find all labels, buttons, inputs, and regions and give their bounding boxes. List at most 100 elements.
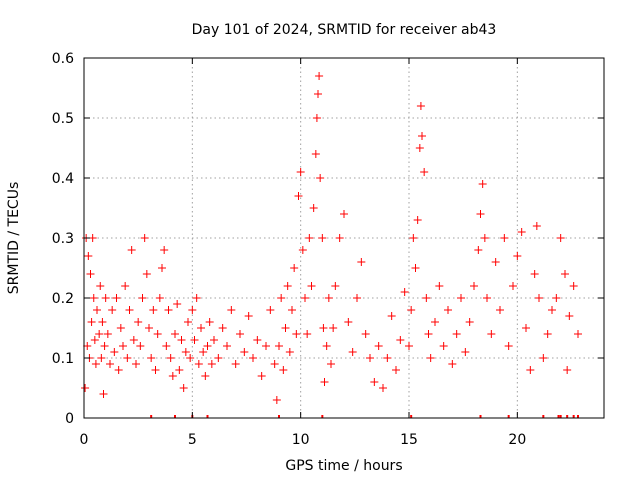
data-point [526, 366, 535, 374]
data-point [357, 258, 366, 266]
data-point [134, 318, 143, 326]
data-point [379, 384, 387, 392]
data-point [552, 294, 561, 302]
data-point [125, 306, 134, 314]
data-point [411, 264, 420, 272]
data-point [147, 354, 156, 362]
data-point [465, 318, 474, 326]
data-point [227, 306, 236, 314]
data-point [190, 336, 199, 344]
data-point [435, 282, 444, 290]
data-point [110, 348, 119, 356]
data-point [439, 342, 448, 350]
data-point [491, 258, 500, 266]
grid-lines [84, 58, 604, 418]
data-point [203, 342, 212, 350]
data-point [86, 270, 95, 278]
data-point [348, 348, 357, 356]
data-point [281, 324, 290, 332]
data-point [181, 348, 190, 356]
data-point [262, 342, 270, 350]
data-point [103, 330, 112, 338]
data-point [303, 330, 312, 338]
data-point [160, 246, 169, 254]
data-point [151, 366, 160, 374]
data-point [312, 114, 321, 122]
data-point [168, 372, 177, 380]
data-point [184, 318, 192, 326]
data-point [556, 234, 565, 242]
data-point [290, 264, 299, 272]
data-point [422, 294, 431, 302]
data-point [298, 246, 307, 254]
data-point [444, 306, 452, 314]
data-point [543, 330, 552, 338]
y-tick-label: 0.3 [52, 231, 74, 247]
data-point [426, 354, 435, 362]
data-point [108, 306, 117, 314]
data-point [392, 366, 400, 374]
data-point [561, 270, 569, 278]
data-point [257, 372, 266, 380]
data-point [90, 336, 99, 344]
data-point [218, 324, 227, 332]
data-point [329, 324, 338, 332]
data-point [244, 312, 253, 320]
data-point [179, 384, 188, 392]
y-tick-label: 0.5 [52, 111, 74, 127]
y-tick-label: 0.1 [52, 351, 74, 367]
data-point [166, 354, 175, 362]
data-point [95, 330, 104, 338]
data-point [424, 330, 433, 338]
data-point [236, 330, 244, 338]
data-point [416, 102, 425, 110]
data-point [97, 354, 106, 362]
data-point [277, 294, 286, 302]
data-point [112, 294, 121, 302]
data-point [548, 306, 556, 314]
data-point [370, 378, 379, 386]
chart-title: Day 101 of 2024, SRMTID for receiver ab4… [192, 22, 497, 38]
data-point [272, 396, 281, 404]
data-point [275, 342, 283, 350]
data-point [535, 294, 543, 302]
data-point [296, 168, 305, 176]
data-points [81, 72, 582, 418]
data-point [315, 72, 324, 80]
data-point [294, 192, 303, 200]
data-point [145, 324, 153, 332]
data-point [231, 360, 240, 368]
data-point [83, 342, 92, 350]
data-point [91, 360, 100, 368]
data-point [574, 330, 582, 338]
data-point [496, 306, 504, 314]
data-point [318, 234, 327, 242]
data-point [305, 234, 314, 242]
data-point [387, 312, 396, 320]
data-point [405, 342, 413, 350]
data-point [87, 318, 96, 326]
data-point [100, 342, 109, 350]
data-point [98, 318, 107, 326]
data-point [106, 360, 114, 368]
data-point [210, 336, 218, 344]
data-point [186, 354, 195, 362]
data-point [192, 294, 201, 302]
data-point [194, 360, 203, 368]
x-tick-label: 15 [400, 432, 418, 448]
data-point [565, 312, 574, 320]
data-point [270, 360, 279, 368]
data-point [123, 354, 132, 362]
data-point [461, 348, 470, 356]
data-point [119, 342, 127, 350]
data-point [173, 300, 182, 308]
data-point [93, 306, 101, 314]
data-point [448, 360, 457, 368]
data-point [136, 342, 145, 350]
data-point [129, 336, 138, 344]
data-point [530, 270, 539, 278]
data-point [324, 294, 333, 302]
data-point [457, 294, 465, 302]
axis-ticks: 0 0.1 0.2 0.3 0.4 0.5 0.6 0 5 10 15 20 [52, 51, 604, 448]
data-point [522, 324, 530, 332]
